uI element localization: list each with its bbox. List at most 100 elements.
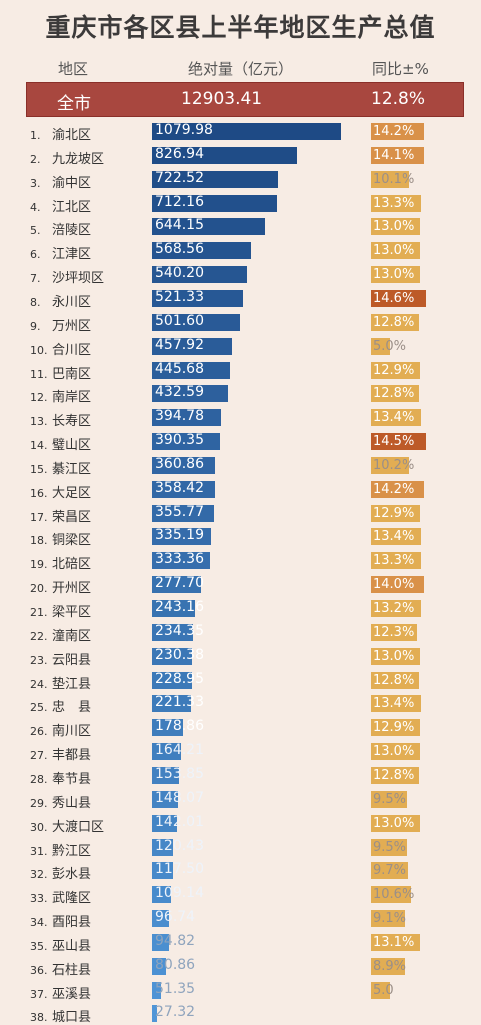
row-label: 6. 江津区	[30, 243, 91, 262]
region-name: 垫江县	[52, 676, 92, 692]
region-name: 永川区	[52, 294, 92, 310]
yoy-bar	[371, 504, 420, 522]
region-name: 江北区	[52, 199, 92, 215]
yoy-label: 9.1%	[373, 911, 407, 927]
yoy-label: 9.5%	[373, 791, 407, 807]
yoy-bar	[371, 743, 420, 761]
rank-number: 28.	[30, 772, 48, 786]
rank-number: 18.	[30, 534, 48, 548]
rank-number: 25.	[30, 701, 48, 715]
yoy-label: 13.3%	[373, 195, 415, 211]
rank-number: 27.	[30, 749, 48, 763]
yoy-bar	[371, 385, 420, 403]
rank-number: 16.	[30, 486, 48, 500]
row-label: 38. 城口县	[30, 1006, 91, 1025]
value-bar	[152, 671, 193, 689]
value-bar	[152, 504, 215, 522]
value-bar	[152, 743, 181, 761]
value-bar	[152, 433, 221, 451]
rank-number: 33.	[30, 892, 48, 906]
yoy-bar	[371, 671, 420, 689]
yoy-bar	[371, 266, 420, 284]
total-name: 全市	[57, 94, 91, 114]
value-bar	[152, 218, 265, 236]
total-value: 12903.41	[181, 89, 263, 109]
value-bar	[152, 647, 193, 665]
value-bar	[152, 623, 193, 641]
value-label: 712.16	[155, 193, 204, 210]
value-bar	[152, 790, 178, 808]
yoy-bar	[371, 695, 422, 713]
yoy-bar	[371, 552, 422, 570]
rank-number: 1.	[30, 129, 41, 142]
value-label: 234.35	[155, 622, 204, 639]
value-bar	[152, 289, 244, 307]
yoy-label: 13.1%	[373, 934, 415, 950]
rank-number: 35.	[30, 939, 48, 953]
row-label: 11. 巴南区	[30, 363, 91, 382]
row-label: 12. 南岸区	[30, 386, 91, 405]
region-name: 巫山县	[52, 938, 92, 954]
value-bar	[152, 242, 252, 260]
yoy-bar	[371, 981, 390, 999]
region-name: 北碚区	[52, 557, 92, 573]
row-label: 22. 潼南区	[30, 625, 91, 644]
value-label: 117.50	[155, 861, 204, 878]
yoy-label: 13.0%	[373, 648, 415, 664]
value-bar	[152, 719, 184, 737]
total-row: 全市 12903.41 12.8%	[26, 82, 464, 117]
value-label: 228.95	[155, 670, 204, 687]
yoy-label: 12.3%	[373, 624, 415, 640]
rank-number: 11.	[30, 367, 48, 381]
value-bar	[152, 266, 247, 284]
value-label: 27.32	[155, 1004, 196, 1021]
value-label: 109.14	[155, 885, 204, 902]
value-label: 358.42	[155, 479, 204, 496]
value-bar	[152, 814, 177, 832]
yoy-bar	[371, 361, 420, 379]
rank-number: 38.	[30, 1011, 48, 1025]
value-label: 335.19	[155, 527, 204, 544]
yoy-label: 13.0%	[373, 744, 415, 760]
row-label: 10. 合川区	[30, 339, 91, 358]
row-label: 20. 开州区	[30, 577, 91, 596]
rank-number: 22.	[30, 629, 48, 643]
row-label: 26. 南川区	[30, 720, 91, 739]
yoy-label: 13.3%	[373, 553, 415, 569]
value-bar	[152, 910, 169, 928]
region-name: 渝中区	[52, 175, 92, 191]
yoy-label: 9.5%	[373, 839, 407, 855]
row-label: 8. 永川区	[30, 291, 91, 310]
row-label: 2. 九龙坡区	[30, 148, 104, 167]
value-bar	[152, 695, 191, 713]
value-bar	[152, 146, 297, 164]
row-label: 31. 黔江区	[30, 840, 91, 859]
region-name: 奉节县	[52, 771, 92, 787]
region-name: 梁平区	[52, 605, 92, 620]
region-name: 璧山区	[52, 438, 92, 454]
yoy-label: 13.0%	[373, 815, 415, 831]
value-label: 1079.98	[155, 122, 213, 138]
rank-number: 12.	[30, 391, 48, 405]
row-label: 19. 北碚区	[30, 553, 91, 572]
region-name: 忠 县	[52, 700, 92, 716]
row-label: 25. 忠 县	[30, 696, 91, 715]
value-label: 355.77	[155, 503, 204, 520]
value-label: 120.43	[155, 837, 204, 854]
value-bar	[152, 409, 222, 427]
rank-number: 6.	[30, 248, 41, 262]
value-bar	[152, 957, 167, 975]
value-bar	[152, 766, 179, 784]
header-value: 绝对量（亿元）	[188, 60, 294, 78]
yoy-label: 14.5%	[373, 434, 415, 450]
value-bar	[152, 981, 161, 999]
region-name: 秀山县	[52, 795, 92, 811]
rank-number: 5.	[30, 224, 41, 238]
value-label: 644.15	[155, 217, 204, 234]
row-label: 37. 巫溪县	[30, 983, 91, 1002]
rank-number: 21.	[30, 606, 48, 619]
yoy-label: 10.6%	[373, 887, 415, 903]
row-label: 33. 武隆区	[30, 887, 91, 906]
region-name: 合川区	[52, 342, 92, 358]
value-label: 722.52	[155, 169, 204, 186]
